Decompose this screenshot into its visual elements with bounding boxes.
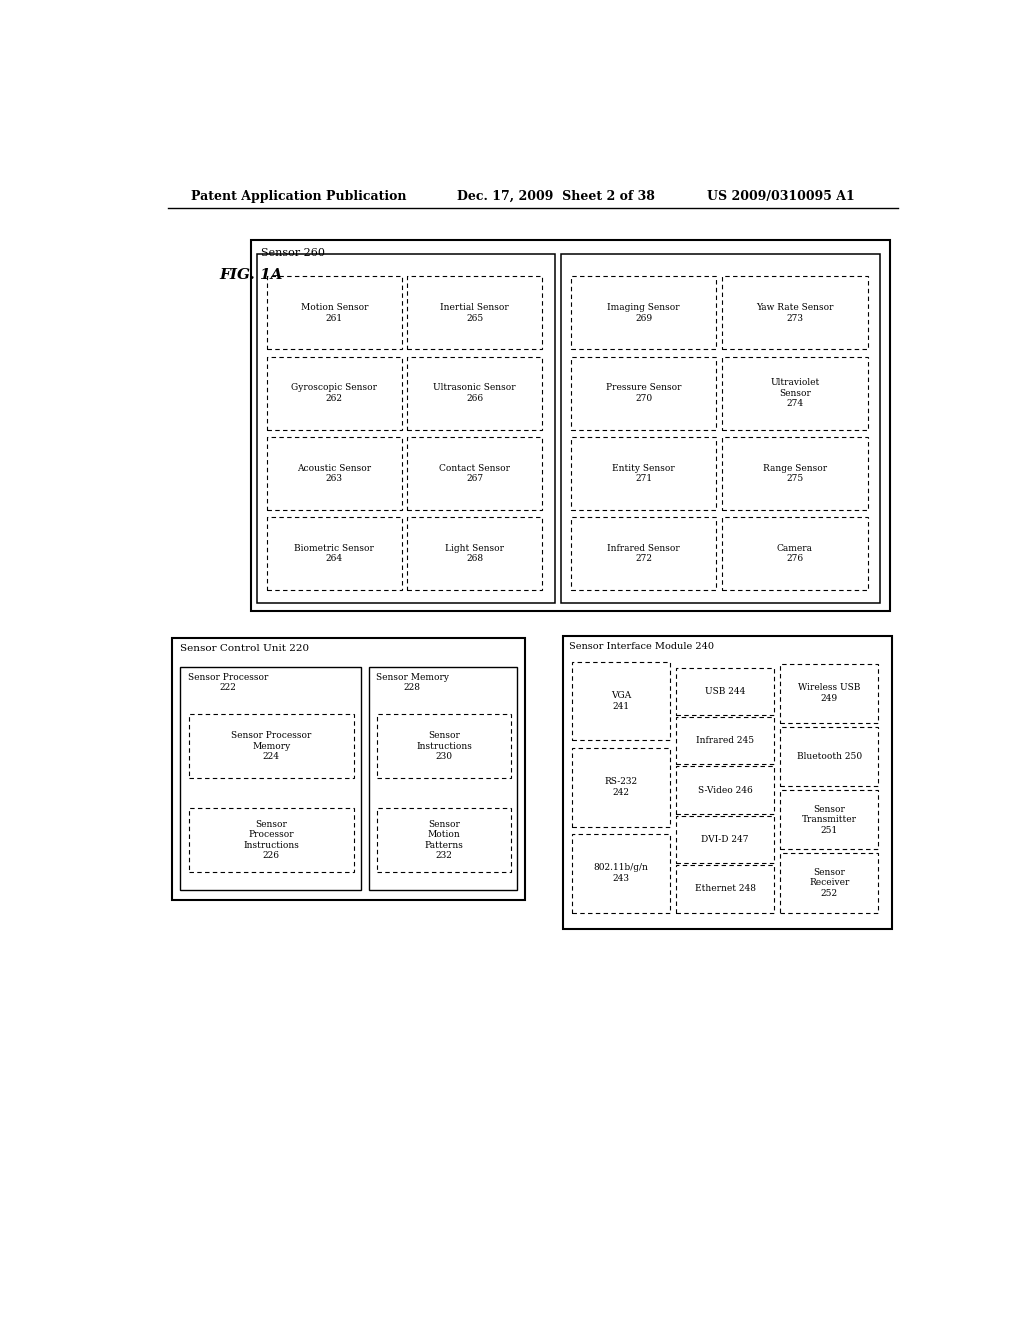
Text: 802.11b/g/n
243: 802.11b/g/n 243: [594, 863, 648, 883]
Bar: [780, 664, 878, 723]
Bar: [408, 437, 543, 510]
Text: VGA
241: VGA 241: [611, 692, 632, 710]
Text: Sensor Processor
Memory
224: Sensor Processor Memory 224: [231, 731, 311, 762]
Bar: [257, 253, 555, 602]
Bar: [377, 714, 511, 777]
Bar: [570, 356, 717, 430]
Bar: [179, 667, 361, 890]
Text: Sensor
Processor
Instructions
226: Sensor Processor Instructions 226: [244, 820, 299, 861]
Text: Infrared Sensor
272: Infrared Sensor 272: [607, 544, 680, 564]
Text: Sensor Memory
228: Sensor Memory 228: [376, 673, 449, 692]
Text: Pressure Sensor
270: Pressure Sensor 270: [606, 384, 681, 403]
Bar: [189, 714, 353, 777]
Bar: [408, 356, 543, 430]
Text: Sensor Interface Module 240: Sensor Interface Module 240: [569, 643, 715, 651]
Text: Range Sensor
275: Range Sensor 275: [763, 463, 827, 483]
Text: US 2009/0310095 A1: US 2009/0310095 A1: [708, 190, 855, 202]
Text: Sensor 260: Sensor 260: [260, 248, 325, 257]
Text: Ultraviolet
Sensor
274: Ultraviolet Sensor 274: [770, 379, 819, 408]
Text: Camera
276: Camera 276: [777, 544, 813, 564]
Text: Sensor
Instructions
230: Sensor Instructions 230: [416, 731, 472, 762]
Bar: [172, 638, 525, 900]
Bar: [780, 727, 878, 785]
Text: Dec. 17, 2009  Sheet 2 of 38: Dec. 17, 2009 Sheet 2 of 38: [458, 190, 655, 202]
Text: Sensor Control Unit 220: Sensor Control Unit 220: [179, 644, 308, 653]
Text: Wireless USB
249: Wireless USB 249: [798, 684, 860, 702]
Text: USB 244: USB 244: [705, 686, 745, 696]
Text: Contact Sensor
267: Contact Sensor 267: [439, 463, 510, 483]
Bar: [570, 276, 717, 350]
Text: Yaw Rate Sensor
273: Yaw Rate Sensor 273: [756, 304, 834, 322]
Bar: [572, 661, 670, 741]
Bar: [722, 276, 867, 350]
Bar: [267, 276, 401, 350]
Bar: [570, 437, 717, 510]
Text: Bluetooth 250: Bluetooth 250: [797, 752, 862, 760]
Bar: [377, 808, 511, 873]
Bar: [780, 791, 878, 849]
Text: Sensor
Receiver
252: Sensor Receiver 252: [809, 869, 849, 898]
Bar: [570, 517, 717, 590]
Text: Biometric Sensor
264: Biometric Sensor 264: [294, 544, 375, 564]
Text: Light Sensor
268: Light Sensor 268: [445, 544, 504, 564]
Bar: [677, 668, 774, 715]
Text: Sensor
Motion
Patterns
232: Sensor Motion Patterns 232: [425, 820, 463, 861]
Bar: [722, 517, 867, 590]
Bar: [267, 517, 401, 590]
Text: Ethernet 248: Ethernet 248: [694, 884, 756, 894]
Text: Infrared 245: Infrared 245: [696, 737, 755, 746]
Text: Inertial Sensor
265: Inertial Sensor 265: [440, 304, 509, 322]
Bar: [572, 834, 670, 912]
Bar: [722, 437, 867, 510]
Bar: [408, 276, 543, 350]
Text: Sensor
Transmitter
251: Sensor Transmitter 251: [802, 805, 857, 834]
Bar: [780, 853, 878, 912]
Text: Acoustic Sensor
263: Acoustic Sensor 263: [297, 463, 372, 483]
Text: Ultrasonic Sensor
266: Ultrasonic Sensor 266: [433, 384, 516, 403]
Text: Motion Sensor
261: Motion Sensor 261: [301, 304, 368, 322]
Bar: [251, 240, 890, 611]
Bar: [677, 767, 774, 813]
Text: FIG. 1A: FIG. 1A: [219, 268, 283, 282]
Text: Gyroscopic Sensor
262: Gyroscopic Sensor 262: [292, 384, 377, 403]
Bar: [563, 636, 892, 929]
Bar: [572, 747, 670, 826]
Bar: [561, 253, 881, 602]
Bar: [677, 816, 774, 863]
Bar: [267, 356, 401, 430]
Text: S-Video 246: S-Video 246: [697, 785, 753, 795]
Bar: [267, 437, 401, 510]
Bar: [722, 356, 867, 430]
Text: Entity Sensor
271: Entity Sensor 271: [612, 463, 675, 483]
Bar: [189, 808, 353, 873]
Bar: [408, 517, 543, 590]
Bar: [370, 667, 517, 890]
Bar: [677, 717, 774, 764]
Text: RS-232
242: RS-232 242: [604, 777, 638, 797]
Text: Sensor Processor
222: Sensor Processor 222: [187, 673, 268, 692]
Text: DVI-D 247: DVI-D 247: [701, 836, 749, 843]
Text: Patent Application Publication: Patent Application Publication: [191, 190, 407, 202]
Bar: [677, 865, 774, 912]
Text: Imaging Sensor
269: Imaging Sensor 269: [607, 304, 680, 322]
